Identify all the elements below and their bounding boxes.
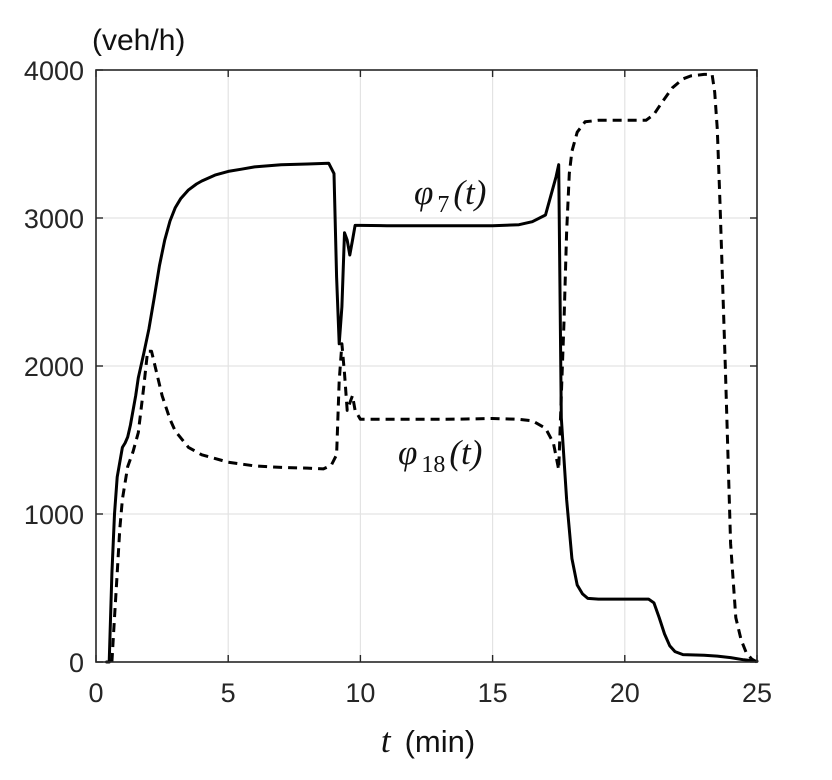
series-layer [105,72,759,664]
x-tick-label: 15 [478,678,508,708]
y-tick-label: 0 [69,648,84,678]
x-axis-unit: (min) [405,724,476,759]
ticks [95,69,758,663]
y-tick-label: 3000 [24,204,84,234]
series-label-phi7-subscript: 7 [437,192,449,218]
x-axis-label: t (min) [381,721,475,760]
y-tick-label: 4000 [24,56,84,86]
series-line-0 [105,161,759,664]
series-label-phi7-base: φ [414,173,433,212]
series-label-phi18-arg: (t) [449,433,482,472]
series-label-phi7-arg: (t) [453,173,486,212]
series-line-1 [110,72,758,664]
series-label-phi7: φ 7 (t) [414,173,486,218]
x-tick-label: 10 [345,678,375,708]
x-axis-variable: t [381,721,392,760]
y-tick-labels: 0 1000 2000 3000 4000 [24,56,84,678]
x-tick-label: 0 [88,678,103,708]
y-tick-label: 1000 [24,500,84,530]
grid [96,70,757,662]
x-tick-label: 25 [742,678,772,708]
x-tick-label: 5 [221,678,236,708]
y-axis-label: (veh/h) [92,24,185,57]
series-label-phi18-subscript: 18 [421,452,445,478]
y-tick-label: 2000 [24,352,84,382]
x-tick-labels: 0 5 10 15 20 25 [88,678,772,708]
series-label-phi18: φ 18 (t) [398,433,482,478]
x-tick-label: 20 [610,678,640,708]
series-label-phi18-base: φ [398,433,417,472]
